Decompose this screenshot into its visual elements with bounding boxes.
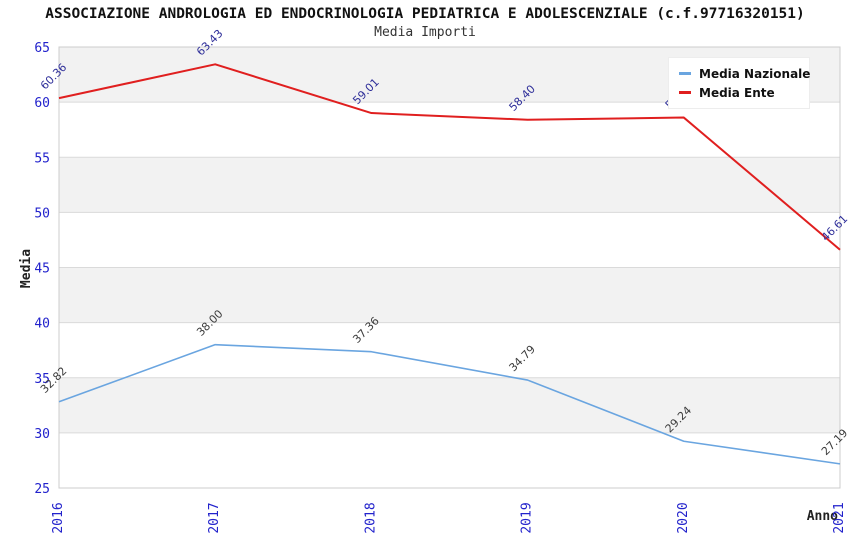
y-tick-label: 60: [34, 96, 50, 111]
x-tick-label: 2018: [363, 502, 378, 533]
legend-label-media-ente: Media Ente: [699, 85, 775, 100]
media-nazionale-line-marker: [679, 72, 691, 75]
y-tick-label: 35: [34, 372, 50, 387]
chart-subtitle: Media Importi: [374, 25, 476, 40]
media-ente-line-marker: [679, 91, 691, 94]
y-tick-label: 25: [34, 482, 50, 497]
legend-item-media-ente: Media Ente: [679, 83, 805, 102]
x-axis-title: Anno: [806, 509, 838, 524]
series-line-0: [58, 343, 841, 465]
plot-border: [58, 46, 841, 489]
y-tick-label: 65: [34, 41, 50, 56]
legend-label-media-nazionale: Media Nazionale: [699, 66, 811, 81]
y-tick-label: 55: [34, 151, 50, 166]
legend: Media Nazionale Media Ente: [668, 57, 810, 109]
plot-band: [59, 377, 840, 433]
chart-title: ASSOCIAZIONE ANDROLOGIA ED ENDOCRINOLOGI…: [45, 6, 805, 22]
plot-band: [59, 322, 840, 378]
plot-band: [59, 157, 840, 213]
series-line-1: [58, 63, 841, 251]
plot-band: [59, 102, 840, 158]
x-tick-label: 2017: [207, 502, 222, 533]
y-tick-label: 40: [34, 317, 50, 332]
y-tick-label: 30: [34, 427, 50, 442]
legend-item-media-nazionale: Media Nazionale: [679, 64, 810, 83]
x-tick-label: 2020: [676, 502, 691, 533]
plot-band: [59, 432, 840, 488]
x-tick-label: 2019: [520, 502, 535, 533]
plot-band: [59, 267, 840, 323]
x-tick-label: 2016: [51, 502, 66, 533]
x-tick-label: 2021: [832, 502, 847, 533]
y-tick-label: 45: [34, 262, 50, 277]
plot-band: [59, 212, 840, 268]
y-tick-label: 50: [34, 206, 50, 221]
